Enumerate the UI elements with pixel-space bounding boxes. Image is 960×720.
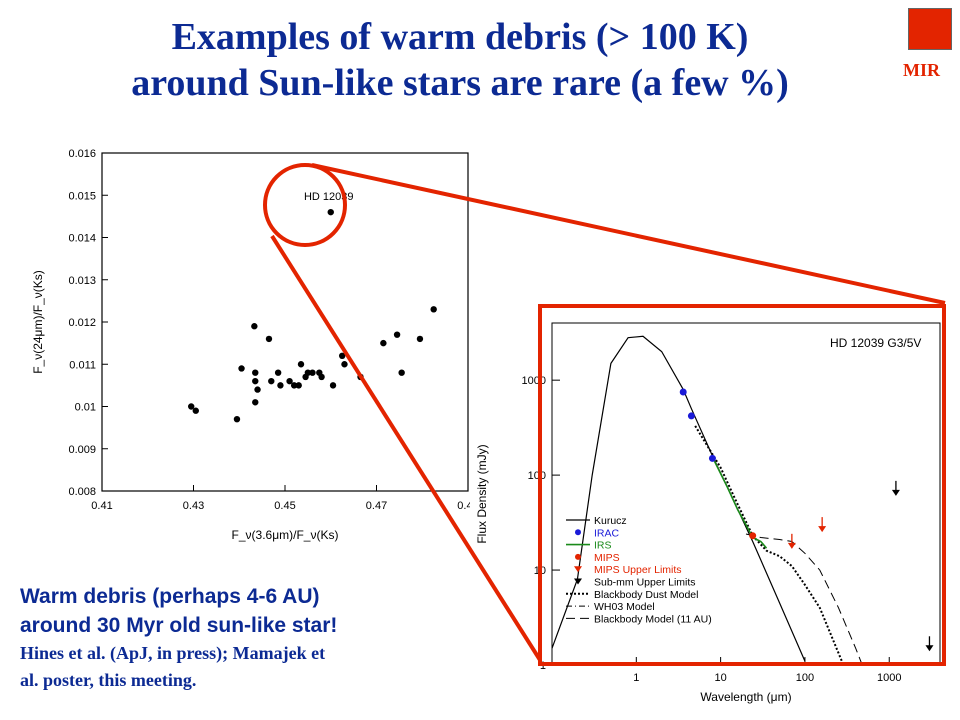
data-point (338, 352, 346, 359)
sed-chart: 1 10 100 1000 1 10 100 1000 HD 12039 G3/5V Wavele… (475, 322, 941, 704)
data-point (252, 399, 259, 406)
y-tick-label: 0.012 (68, 317, 96, 329)
data-point (252, 369, 259, 376)
legend-label: IRAC (594, 527, 620, 539)
irac-point (708, 454, 716, 462)
data-point (188, 403, 195, 410)
data-point (380, 339, 387, 347)
sed-x-axis-label: Wavelength (μm) (700, 690, 791, 704)
data-point (192, 407, 199, 414)
slide-title-line1: Examples of warm debris (> 100 K) (171, 16, 749, 58)
sed-x-tick-label: 1000 (877, 672, 901, 684)
sed-y-tick-label: 1 (540, 660, 546, 672)
irac-point (679, 388, 687, 396)
slide-title-line2: around Sun-like stars are rare (a few %) (131, 62, 789, 104)
y-tick-label: 0.011 (69, 359, 96, 371)
hd12039-point (327, 208, 334, 216)
legend-label: MIPS (594, 552, 620, 564)
y-tick-label: 0.009 (68, 444, 96, 456)
y-tick-label: 0.008 (68, 486, 96, 498)
legend-label: MIPS Upper Limits (594, 564, 682, 576)
scatter-plot-frame (101, 152, 469, 492)
legend-label: WH03 Model (594, 601, 655, 613)
data-point (398, 369, 405, 376)
data-point (233, 415, 241, 423)
legend-label: Sub-mm Upper Limits (594, 577, 696, 589)
sed-title: HD 12039 G3/5V (830, 336, 921, 350)
mir-color-swatch (908, 8, 952, 50)
annotation-label: HD 12039 (304, 191, 354, 203)
sed-y-tick-label: 100 (528, 470, 546, 482)
sed-y-tick-label: 10 (534, 565, 546, 577)
data-point (268, 377, 275, 385)
y-tick-label: 0.016 (68, 148, 96, 160)
sed-x-tick-label: 1 (633, 672, 639, 684)
scatter-chart: 0.410.430.450.470.490.0080.0090.010.0110… (31, 148, 475, 542)
data-point (416, 335, 424, 343)
data-point (393, 331, 401, 338)
y-tick-label: 0.014 (68, 233, 96, 245)
mips-point (749, 532, 757, 540)
legend-swatch (575, 553, 581, 560)
data-point (297, 361, 305, 368)
irac-point (687, 412, 695, 420)
legend-label: Blackbody Model (11 AU) (594, 613, 712, 625)
y-tick-label: 0.01 (75, 402, 96, 414)
data-point (252, 377, 259, 385)
data-point (238, 365, 245, 372)
data-point (295, 382, 302, 389)
y-tick-label: 0.013 (68, 275, 96, 287)
y-axis-label: F_ν(24μm)/F_ν(Ks) (31, 270, 45, 374)
data-point (329, 382, 337, 389)
sed-x-tick-label: 10 (714, 672, 726, 684)
caption-line1: Warm debris (perhaps 4-6 AU) (20, 585, 320, 608)
data-point (254, 386, 261, 393)
data-point (251, 323, 258, 330)
caption: Warm debris (perhaps 4-6 AU) around 30 M… (20, 582, 480, 694)
legend-label: Kurucz (594, 515, 627, 527)
x-tick-label: 0.41 (91, 500, 112, 512)
caption-line2: around 30 Myr old sun-like star! (20, 614, 338, 637)
sed-y-tick-label: 1000 (522, 375, 546, 387)
data-point (265, 335, 273, 343)
legend-label: Blackbody Dust Model (594, 589, 698, 601)
sed-y-axis-label: Flux Density (mJy) (475, 444, 489, 543)
slide-title: Examples of warm debris (> 100 K) around… (20, 14, 900, 106)
x-axis-label: F_ν(3.6μm)/F_ν(Ks) (232, 528, 339, 542)
caption-line3: Hines et al. (ApJ, in press); Mamajek et (20, 643, 326, 663)
data-point (277, 382, 284, 389)
x-tick-label: 0.47 (366, 500, 387, 512)
y-tick-label: 0.015 (68, 190, 96, 202)
legend-swatch (575, 529, 581, 536)
data-point (341, 361, 348, 368)
x-tick-label: 0.45 (274, 500, 295, 512)
data-point (357, 373, 364, 381)
sed-x-tick-label: 100 (796, 672, 814, 684)
data-point (274, 369, 282, 376)
data-point (430, 306, 437, 313)
legend-label: IRS (594, 540, 612, 552)
data-point (309, 369, 316, 376)
caption-line4: al. poster, this meeting. (20, 670, 197, 690)
x-tick-label: 0.43 (183, 500, 204, 512)
data-point (318, 373, 325, 381)
mir-label: MIR (903, 60, 940, 80)
